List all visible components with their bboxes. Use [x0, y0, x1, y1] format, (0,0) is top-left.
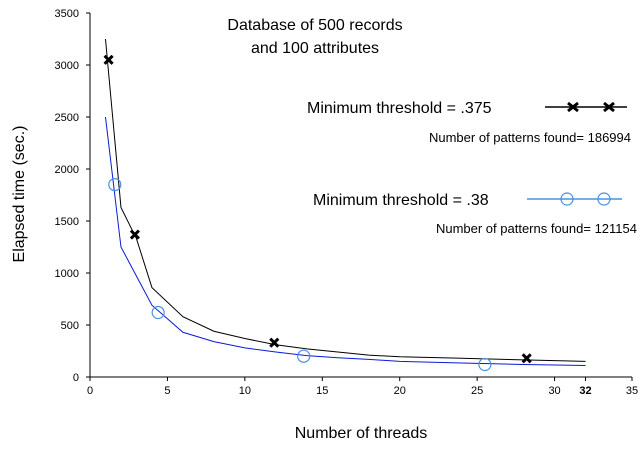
legend-label-series-2: Minimum threshold = .38: [313, 192, 489, 209]
chart-title-line-2: and 100 attributes: [251, 40, 379, 57]
series-layer: [103, 38, 586, 372]
y-tick-label: 500: [61, 320, 79, 332]
series-1-marker: [129, 229, 140, 240]
x-tick-label: 20: [394, 385, 406, 397]
ticks: 0 5 10 15 20 25 30 32 35 0 500 1000 1500 2000 2500 3000…: [55, 8, 639, 397]
y-tick-label: 1500: [55, 216, 79, 228]
y-tick-label: 3000: [55, 60, 79, 72]
y-tick-label: 2000: [55, 164, 79, 176]
legend-marker-series-2: [597, 192, 611, 206]
y-axis-title: Elapsed time (sec.): [11, 126, 28, 263]
x-tick-label: 32: [579, 385, 591, 397]
x-tick-label: 0: [87, 385, 93, 397]
x-tick-label: 15: [316, 385, 328, 397]
x-tick-label: 25: [471, 385, 483, 397]
legend-marker-series-1: [567, 101, 579, 113]
series-2-marker: [478, 357, 492, 372]
y-tick-label: 1000: [55, 268, 79, 280]
x-tick-label: 35: [626, 385, 638, 397]
axes: [89, 13, 632, 378]
y-tick-label: 3500: [55, 8, 79, 20]
x-tick-label: 30: [548, 385, 560, 397]
legend-marker-series-2: [560, 192, 574, 206]
legend-marker-series-1: [603, 101, 615, 113]
series-1-marker: [521, 353, 532, 364]
series-2-marker: [151, 305, 165, 320]
y-tick-label: 0: [73, 372, 79, 384]
chart-title-line-1: Database of 500 records: [227, 17, 402, 34]
legend-note-series-2: Number of patterns found= 121154: [436, 221, 637, 236]
x-tick-label: 5: [164, 385, 170, 397]
series-line-2: [104, 116, 586, 367]
series-2-marker: [108, 178, 122, 192]
series-1-marker: [269, 337, 280, 348]
x-axis-title: Number of threads: [295, 425, 428, 442]
series-2-marker: [297, 349, 311, 363]
x-tick-label: 10: [239, 385, 251, 397]
legend-label-series-1: Minimum threshold = .375: [307, 100, 492, 117]
series-1-marker: [103, 54, 114, 65]
legend-note-series-1: Number of patterns found= 186994: [429, 130, 631, 145]
legend: Minimum threshold = .375 Number of patte…: [307, 100, 637, 236]
y-tick-label: 2500: [55, 112, 79, 124]
